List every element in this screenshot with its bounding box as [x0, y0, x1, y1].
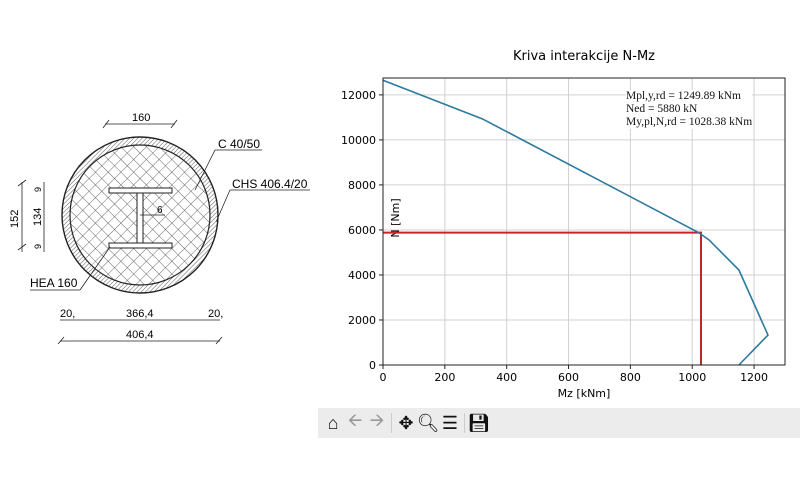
x-tick-label: 600: [558, 371, 579, 384]
dim-wall-right: 20,: [208, 308, 223, 320]
curve-point: [708, 239, 710, 241]
annotation-mypln: My,pl,N,rd = 1028.38 kNm: [626, 116, 753, 128]
dim-height-total: 152: [9, 210, 21, 228]
curve-point: [767, 334, 769, 336]
forward-arrow-icon[interactable]: 🡪: [369, 410, 385, 430]
x-tick-label: 1200: [740, 371, 768, 384]
hea-profile: [108, 187, 173, 249]
dim-flange-bottom: 9: [33, 244, 43, 249]
y-tick-label: 6000: [348, 224, 376, 237]
curve-point: [482, 118, 484, 120]
label-concrete: C 40/50: [218, 137, 260, 151]
y-axis-label: N [Nm]: [389, 198, 402, 237]
annotation-mpl: Mpl,y,rd = 1249.89 kNm: [626, 90, 741, 102]
chart-title: Kriva interakcije N-Mz: [513, 49, 655, 64]
label-profile: HEA 160: [30, 276, 78, 290]
pan-icon[interactable]: ✥: [398, 412, 414, 433]
toolbar-separator: [391, 413, 392, 433]
zoom-icon[interactable]: 🔍︎: [416, 412, 440, 433]
dim-height-web: 134: [32, 208, 44, 226]
dim-outer-diameter: 406,4: [126, 329, 154, 341]
save-icon[interactable]: 💾︎: [467, 412, 491, 433]
curve-point: [698, 232, 700, 234]
dim-wall-left: 20,: [60, 308, 75, 320]
y-tick-label: 2000: [348, 314, 376, 327]
interaction-chart: Kriva interakcije N-Mz Mz [kNm] N [Nm] 0…: [341, 49, 786, 400]
dim-inner-diameter: 366,4: [126, 308, 154, 320]
x-tick-label: 0: [380, 371, 387, 384]
x-tick-label: 1000: [678, 371, 706, 384]
toolbar-separator: [464, 413, 465, 433]
y-tick-label: 12000: [341, 89, 376, 102]
y-tick-label: 10000: [341, 134, 376, 147]
x-tick-label: 200: [434, 371, 455, 384]
x-tick-label: 800: [620, 371, 641, 384]
home-icon[interactable]: ⌂: [327, 412, 339, 433]
y-tick-label: 0: [369, 359, 376, 372]
back-arrow-icon[interactable]: 🡨: [347, 410, 363, 430]
label-tube: CHS 406.4/20: [232, 177, 308, 191]
chart-annotation: Mpl,y,rd = 1249.89 kNm Ned = 5880 kN My,…: [626, 90, 753, 129]
x-axis-label: Mz [kNm]: [558, 387, 611, 400]
annotation-ned: Ned = 5880 kN: [626, 103, 698, 115]
plot-toolbar: ⌂ 🡨 🡪 ✥ 🔍︎ ☰ 💾︎: [318, 408, 800, 438]
curve-point: [738, 269, 740, 271]
dim-web: 6: [157, 205, 163, 216]
cross-section-drawing: 160 C 40/50 CHS 406.4/20 HEA 160 152 134…: [9, 112, 310, 345]
x-tick-label: 400: [496, 371, 517, 384]
dim-top-width: 160: [132, 112, 150, 124]
configure-subplots-icon[interactable]: ☰: [441, 412, 459, 433]
y-tick-label: 4000: [348, 269, 376, 282]
y-tick-label: 8000: [348, 179, 376, 192]
plot-frame: [382, 77, 786, 366]
design-point-guide-line: [383, 231, 703, 365]
dim-flange-top: 9: [33, 187, 43, 192]
